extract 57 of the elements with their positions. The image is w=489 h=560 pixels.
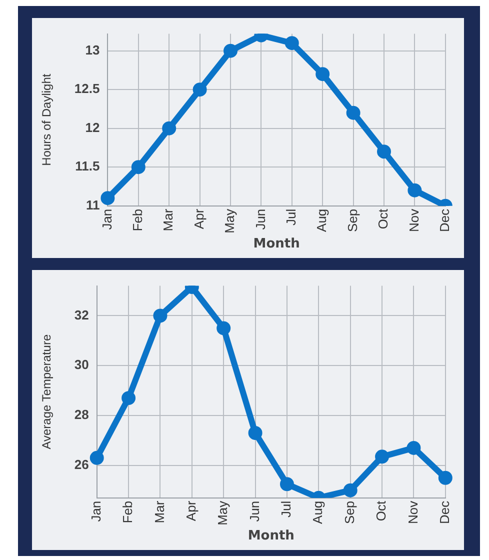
y-tick-label: 26 [74, 456, 89, 472]
y-tick-label: 11.5 [75, 158, 100, 174]
x-tick-label: Oct [376, 208, 391, 230]
y-axis-title: Hours of Daylight [40, 73, 54, 166]
x-tick-label: Sep [344, 208, 360, 232]
x-tick-label: Jan [99, 208, 114, 230]
y-tick-label: 11 [86, 197, 100, 212]
point [162, 121, 176, 136]
point [284, 36, 299, 50]
point [192, 82, 207, 97]
x-tick-label: Feb [130, 208, 145, 232]
y-tick-label: 28 [74, 407, 89, 422]
point [122, 391, 136, 406]
y-axis-title: Average Temperature [40, 334, 54, 450]
point [375, 450, 390, 464]
point [280, 477, 294, 492]
point [406, 440, 421, 455]
point [343, 483, 358, 498]
x-tick-label: Jul [278, 500, 294, 518]
x-tick-label: Apr [183, 500, 198, 522]
x-tick-label: Jun [252, 208, 268, 230]
y-tick-label: 12 [85, 120, 100, 135]
x-tick-label: May [215, 500, 230, 526]
x-tick-label: Dec [436, 500, 452, 524]
point [90, 450, 104, 465]
y-tick-label: 30 [74, 357, 89, 372]
x-tick-label: Feb [120, 500, 136, 524]
x-tick-label: Jul [283, 208, 298, 226]
point [377, 144, 391, 159]
x-tick-label: Apr [191, 208, 206, 230]
x-tick-label: Sep [342, 500, 357, 524]
point [438, 470, 452, 485]
x-tick-label: May [222, 208, 238, 234]
point [216, 321, 231, 336]
point [224, 44, 238, 58]
point [248, 426, 262, 440]
x-tick-label: Jun [246, 500, 262, 522]
y-tick-label: 12.5 [74, 81, 100, 96]
x-tick-label: Nov [406, 208, 422, 232]
x-tick-label: Mar [160, 208, 176, 232]
x-tick-label: Aug [310, 500, 326, 524]
x-tick-label: Oct [374, 500, 389, 522]
x-axis-title: Month [253, 236, 300, 252]
x-axis-title: Month [248, 528, 294, 544]
x-tick-label: Aug [314, 208, 330, 232]
point [100, 191, 115, 206]
x-tick-label: Mar [152, 500, 167, 524]
y-tick-label: 13 [85, 42, 100, 58]
point [346, 106, 360, 120]
point [408, 183, 422, 198]
point [153, 308, 168, 323]
x-tick-label: Dec [436, 208, 452, 232]
point [316, 67, 330, 82]
point [131, 160, 146, 174]
x-tick-label: Jan [88, 500, 104, 522]
y-tick-label: 32 [74, 307, 89, 322]
x-tick-label: Nov [405, 500, 420, 524]
